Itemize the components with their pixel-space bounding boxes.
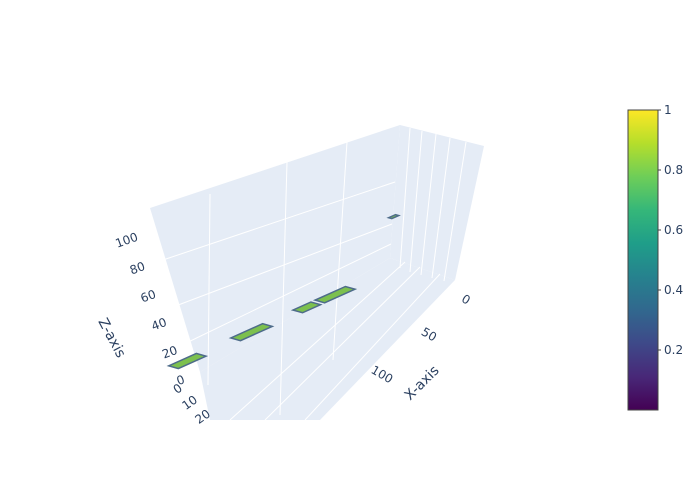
surface-patches [166,213,401,370]
z-tick-label: 80 [128,259,147,277]
surface-patch [228,322,275,342]
x-tick-label: 100 [369,363,396,387]
z-axis-title: Z-axis [95,316,129,361]
z-tick-label: 0 [175,372,187,388]
y-tick-label: 10 [179,393,200,413]
surface-patch [290,301,323,314]
colorbar: 0.2 0.4 0.6 0.8 1 [627,103,683,411]
z-tick-label: 100 [113,230,139,251]
colorbar-ticks: 0.2 0.4 0.6 0.8 1 [658,103,683,357]
colorbar-tick-label: 0.2 [664,343,683,357]
surface-patch [312,285,358,304]
z-tick-label: 20 [160,343,179,361]
scene-wall-left [150,125,400,372]
colorbar-tick-label: 1 [664,103,672,117]
scene-3d [150,125,484,421]
colorbar-tick-label: 0.6 [664,223,683,237]
colorbar-gradient [627,109,659,411]
x-tick-label: 50 [419,325,439,345]
z-tick-label: 60 [139,287,158,305]
x-axis-title: X-axis [402,363,443,404]
surface-patch [386,213,401,220]
colorbar-tick-label: 0.8 [664,163,683,177]
colorbar-tick-label: 0.4 [664,283,683,297]
z-tick-label: 40 [149,315,168,333]
scene-floor [200,258,455,420]
scene-wall-right [390,125,484,280]
z-axis-ticks: 0 20 40 60 80 100 [113,230,186,388]
x-tick-label: 0 [459,292,473,308]
surface-patch [166,352,209,370]
scene-gridlines [156,127,467,421]
